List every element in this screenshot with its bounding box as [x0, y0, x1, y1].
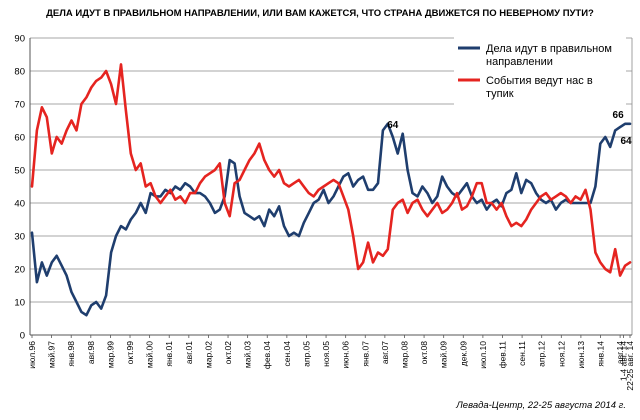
y-tick-label: 80: [14, 67, 25, 78]
x-tick-label: окт.99: [125, 341, 135, 365]
x-tick-label: 1-4 авг. 14: [619, 341, 629, 381]
x-tick-label: фев.04: [262, 341, 272, 369]
x-tick-label: мар.02: [203, 341, 213, 368]
annotations: 64 66 64: [387, 110, 632, 147]
legend-label-1: Дела идут в правильном направлении: [486, 43, 612, 68]
data-label: 66: [613, 110, 625, 121]
axes: 0 10 20 30 40 50 60 70 80 90 июл.96 май.97 янв.98 авг…: [14, 34, 635, 391]
y-tick-label: 30: [14, 232, 25, 243]
x-tick-label: янв.07: [360, 341, 370, 367]
x-tick-label: май.09: [439, 341, 449, 368]
series-lines: [30, 63, 632, 317]
y-tick-label: 70: [14, 100, 25, 111]
y-tick-label: 40: [14, 199, 25, 210]
y-tick-label: 60: [14, 133, 25, 144]
x-tick-label: ноя.12: [556, 341, 566, 367]
x-tick-label: окт.08: [419, 341, 429, 365]
y-tick-label: 20: [14, 265, 25, 276]
x-tick-label: сен.04: [282, 341, 292, 367]
y-tick-label: 0: [20, 331, 25, 342]
x-tick-label: дек.09: [458, 341, 468, 366]
x-tick-label: янв.01: [164, 341, 174, 367]
x-tick-label: апр.12: [537, 341, 547, 367]
x-tick-label: 22-25 авг. 14: [625, 341, 635, 391]
x-tick-label: янв.14: [596, 341, 606, 367]
x-tick-label: апр.05: [301, 341, 311, 367]
x-tick-label: фев.11: [497, 341, 507, 369]
legend: Дела идут в правильном направлении События…: [454, 36, 626, 106]
x-tick-label: май.97: [47, 341, 57, 368]
x-tick-label: авг.07: [380, 341, 390, 364]
y-tick-label: 10: [14, 298, 25, 309]
y-tick-label: 90: [14, 34, 25, 45]
x-tick-label: ноя.05: [321, 341, 331, 367]
x-tick-label: июн.06: [341, 341, 351, 369]
chart-title: ДЕЛА ИДУТ В ПРАВИЛЬНОМ НАПРАВЛЕНИИ, ИЛИ …: [46, 8, 594, 19]
x-tick-label: окт.02: [223, 341, 233, 365]
y-tick-label: 50: [14, 166, 25, 177]
x-tick-label: сен.11: [517, 341, 527, 366]
legend-label-2: События ведут нас в тупик: [486, 75, 593, 100]
x-tick-label: июл.10: [478, 341, 488, 369]
x-tick-label: авг.98: [86, 341, 96, 364]
series-line-1: [30, 122, 632, 317]
data-label: 64: [620, 136, 632, 147]
series-line-2: [30, 63, 632, 277]
x-tick-label: июн.13: [576, 341, 586, 369]
x-tick-label: авг.14: [615, 341, 625, 364]
source-note: Левада-Центр, 22-25 августа 2014 г.: [456, 400, 626, 411]
x-tick-label: июл.96: [27, 341, 37, 369]
x-tick-label: май.00: [145, 341, 155, 368]
data-label: 64: [387, 120, 399, 131]
x-tick-label: янв.98: [66, 341, 76, 367]
x-tick-label: май.03: [243, 341, 253, 368]
x-tick-label: авг.01: [184, 341, 194, 364]
x-tick-label: мар.99: [105, 341, 115, 368]
x-tick-label: мар.08: [399, 341, 409, 368]
legend-box: [454, 36, 626, 106]
